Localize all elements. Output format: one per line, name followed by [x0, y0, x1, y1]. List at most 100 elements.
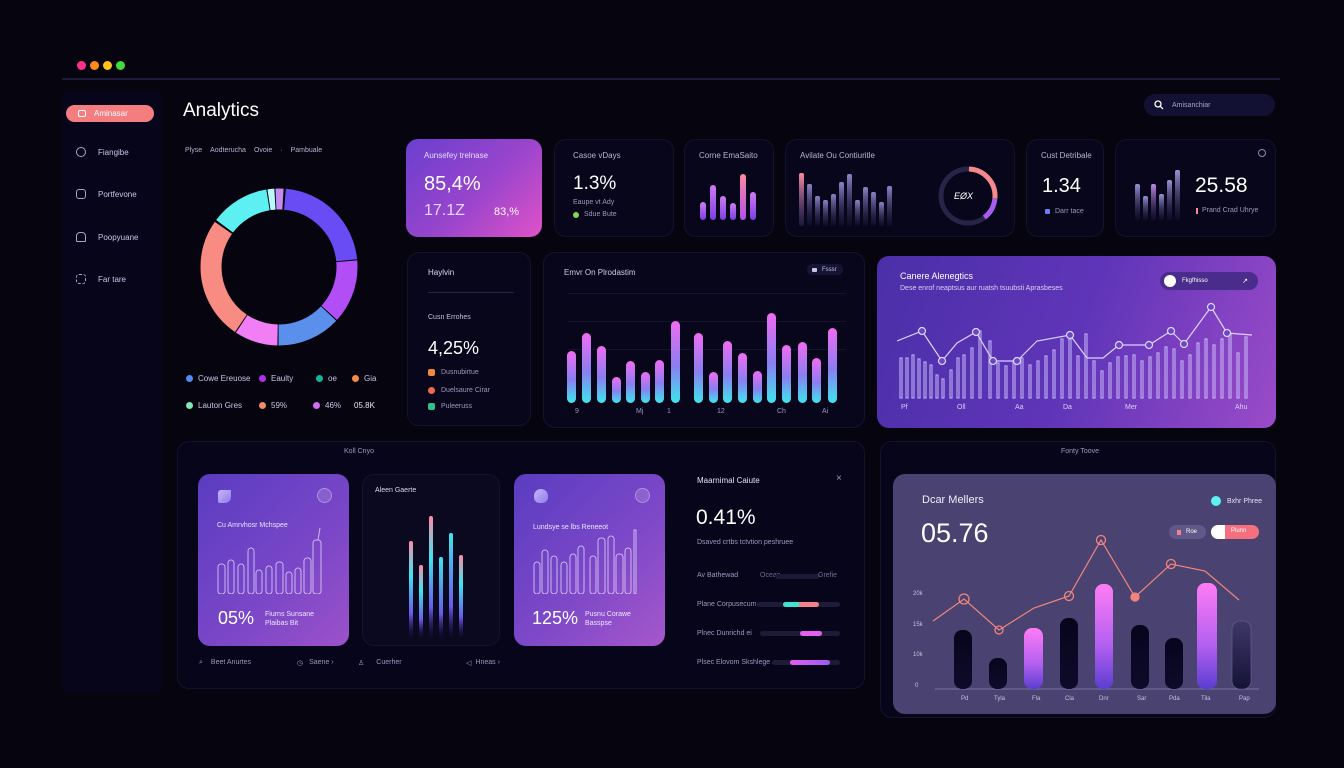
- kpi-card-bars[interactable]: Corne EmaSaito: [684, 139, 774, 237]
- legend-item: oe: [316, 374, 337, 383]
- line-bar-chart: [897, 302, 1253, 399]
- breadcrumb-item[interactable]: Ovoie: [253, 147, 273, 154]
- kpi-value: 85,4%: [424, 173, 481, 195]
- breadcrumb-item[interactable]: Aodterucha: [210, 147, 246, 154]
- people-icon: [76, 232, 86, 242]
- insight-card-2[interactable]: Aleen Gaerte: [362, 474, 500, 646]
- kpi-card-trend[interactable]: 25.58 Prand Crad Uhrye: [1115, 139, 1276, 237]
- series-selector[interactable]: Fkgfhisso ↗: [1160, 272, 1258, 290]
- zoom-button[interactable]: [103, 61, 112, 70]
- x-axis-label: 12: [717, 408, 725, 415]
- material-panel: Maarnimal Caiute × 0.41% Dsaved crtbs tc…: [690, 470, 850, 670]
- sidebar-item-active[interactable]: Aminasar: [66, 105, 154, 122]
- kpi-card-contribution[interactable]: Avilate Ou Contiuritle EØX: [785, 139, 1015, 237]
- sidebar-item-far-tare[interactable]: Far tare: [76, 274, 126, 284]
- row-label: Plnec Dunrichd ei: [697, 630, 752, 637]
- kpi-value: 25.58: [1195, 174, 1248, 197]
- kpi-card-primary[interactable]: Aunsefey trelnase 85,4% 17.1Z 83,%: [406, 139, 542, 237]
- breadcrumb-separator: ·: [280, 147, 283, 154]
- y-axis-label: 15k: [913, 622, 923, 628]
- metric-item: Dusnubirtue: [428, 369, 479, 376]
- sidebar-item-label: Far tare: [98, 274, 127, 284]
- speaker-icon: ◁: [466, 660, 472, 667]
- panel-title: Haylvin: [428, 268, 455, 277]
- footer-link[interactable]: ◁ Hneas ›: [466, 659, 500, 667]
- card-title: Cu Amrvhosr Mchspee: [217, 522, 288, 529]
- legend-value: 05.8K: [354, 401, 375, 410]
- kpi-title: Cust Detribale: [1041, 151, 1092, 160]
- insight-card-1[interactable]: Cu Amrvhosr Mchspee 05% Fiurns Sunsane P…: [198, 474, 349, 646]
- arrow-icon: ↗: [1242, 278, 1248, 285]
- sidebar-item-label: Fiangibe: [98, 147, 129, 157]
- row-label: Plsec Elovom Skshlege: [697, 659, 771, 666]
- skyline-chart: [533, 529, 637, 594]
- sidebar-item-poopyuane[interactable]: Poopyuane: [76, 232, 138, 242]
- footer-link[interactable]: ⌕ Beet Anurtes: [199, 659, 252, 666]
- toggle-a-button[interactable]: Roe: [1169, 525, 1206, 539]
- line-chart-panel: Canere Alenegtics Dese enrof neaptsus au…: [877, 256, 1276, 428]
- panel-title: Canere Alenegtics: [900, 271, 974, 281]
- gauge-chart: [938, 166, 998, 226]
- kpi-card-days[interactable]: Casoe vDays 1.3% Eaupe vt Ady Sdue Bute: [554, 139, 674, 237]
- breadcrumb-item[interactable]: Pambuale: [290, 147, 323, 154]
- legend-item: 46%: [313, 401, 341, 410]
- kpi-title: Casoe vDays: [573, 151, 621, 160]
- x-axis-label: Ahu: [1235, 404, 1248, 411]
- card-title: Dcar Mellers: [922, 494, 984, 506]
- x-axis-label: 1: [667, 408, 671, 415]
- kpi-card-distribution[interactable]: Cust Detribale 1.34 Darr tace: [1026, 139, 1104, 237]
- kpi-title: Aunsefey trelnase: [424, 151, 489, 160]
- insight-card-3[interactable]: Lundsye se lbs Reneeot 125% Pusnu Corawe…: [514, 474, 665, 646]
- extra-button[interactable]: [116, 61, 125, 70]
- x-axis-label: Pf: [901, 404, 908, 411]
- row-value: Ocean: [760, 572, 781, 579]
- refresh-icon[interactable]: [1258, 149, 1266, 157]
- x-axis-label: Mj: [636, 408, 644, 415]
- metric-item: Duelsaure Cirar: [428, 387, 490, 394]
- y-axis-label: 10k: [913, 652, 923, 658]
- search-input[interactable]: Amisanchiar: [1144, 94, 1275, 116]
- footer-link[interactable]: ◷ Saene ›: [297, 659, 334, 667]
- globe-icon: [76, 147, 86, 157]
- sidebar-item-portfevone[interactable]: Portfevone: [76, 189, 137, 199]
- x-axis-label: Ai: [822, 408, 829, 415]
- combo-chart-card: Dcar Mellers 05.76 Bxhr Phree Roe Plunn …: [893, 474, 1276, 714]
- kpi-sub-value: 17.1Z: [424, 202, 465, 219]
- calendar-icon: [812, 267, 817, 272]
- kpi-sub-value: 83,%: [494, 206, 520, 218]
- metric-caption: Dsaved crtbs tctvtion peshruee: [697, 539, 794, 546]
- time-icon: ◷: [297, 660, 304, 667]
- breadcrumb-item[interactable]: Plyse: [185, 147, 203, 154]
- legend-item: Eaulty: [259, 374, 293, 383]
- settings-circle-icon[interactable]: [635, 488, 650, 503]
- x-axis-label: Ch: [777, 408, 786, 415]
- card-title: Aleen Gaerte: [375, 487, 417, 494]
- metric-value: 4,25%: [428, 338, 480, 358]
- x-axis-label: Mer: [1125, 404, 1138, 411]
- kpi-caption-row: Darr tace: [1045, 208, 1084, 215]
- kpi-title: Corne EmaSaito: [699, 151, 758, 160]
- close-button[interactable]: [77, 61, 86, 70]
- progress-fill: [790, 660, 830, 665]
- sidebar-item-label: Aminasar: [94, 109, 128, 118]
- metric-item: Puleeruss: [428, 403, 472, 410]
- donut-chart: [200, 188, 358, 346]
- kpi-value: 1.3%: [573, 173, 617, 194]
- user-icon: ♙: [358, 660, 365, 667]
- panel-title: Emvr On Plrodastim: [564, 268, 636, 277]
- sidebar: [62, 92, 162, 692]
- minimize-button[interactable]: [90, 61, 99, 70]
- folder-icon: [76, 189, 86, 199]
- profile-icon: [534, 489, 548, 503]
- toggle-b-button[interactable]: Plunn: [1211, 525, 1259, 539]
- sidebar-item-fiangibe[interactable]: Fiangibe: [76, 147, 129, 157]
- filter-button[interactable]: Fsssr: [807, 264, 843, 275]
- sidebar-item-label: Portfevone: [98, 189, 137, 199]
- progress-fill: [800, 631, 822, 636]
- row-value: Grefie: [818, 572, 838, 579]
- status-badge: Sdue Bute: [573, 211, 617, 218]
- footer-link[interactable]: ♙ Cuerher: [358, 659, 402, 667]
- settings-circle-icon[interactable]: [317, 488, 332, 503]
- trend-bar-chart: [1135, 170, 1180, 220]
- close-icon[interactable]: ×: [836, 473, 842, 484]
